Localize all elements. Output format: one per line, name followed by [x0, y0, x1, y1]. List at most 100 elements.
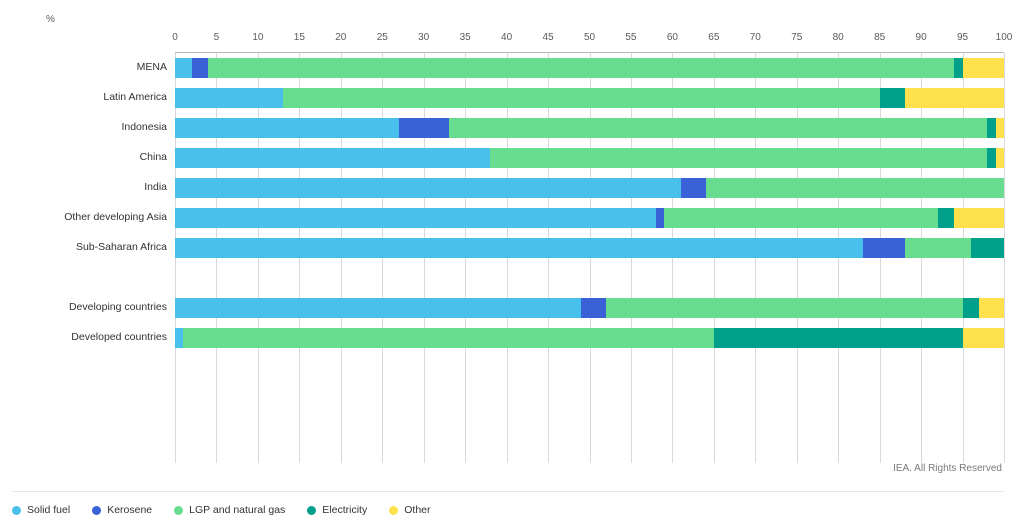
legend-swatch: [174, 506, 183, 515]
bar-segment-lpg_ng: [606, 298, 962, 318]
legend-label: Solid fuel: [27, 504, 70, 516]
category-label: Latin America: [20, 82, 175, 112]
bar-segment-kerosene: [863, 238, 904, 258]
category-labels-column: MENALatin AmericaIndonesiaChinaIndiaOthe…: [20, 32, 175, 462]
x-tick: 40: [501, 32, 512, 43]
bar-segment-lpg_ng: [490, 148, 987, 168]
x-tick: 65: [708, 32, 719, 43]
x-tick: 70: [750, 32, 761, 43]
bars-area: [175, 53, 1004, 463]
bar-segment-kerosene: [399, 118, 449, 138]
category-label: Indonesia: [20, 112, 175, 142]
bar-segment-lpg_ng: [208, 58, 954, 78]
stacked-bar: [175, 58, 1004, 78]
bar-segment-other: [996, 118, 1004, 138]
category-label: Developed countries: [20, 322, 175, 352]
bar-segment-solid_fuel: [175, 88, 283, 108]
legend-item-lpg_ng: LGP and natural gas: [174, 504, 285, 516]
bar-segment-electricity: [987, 118, 995, 138]
legend-divider: [12, 491, 1004, 492]
category-label: China: [20, 142, 175, 172]
bar-segment-lpg_ng: [183, 328, 714, 348]
bar-segment-other: [963, 328, 1004, 348]
bar-segment-kerosene: [656, 208, 664, 228]
bar-segment-electricity: [714, 328, 963, 348]
bar-segment-solid_fuel: [175, 118, 399, 138]
bar-segment-lpg_ng: [283, 88, 880, 108]
bar-segment-solid_fuel: [175, 178, 681, 198]
legend-item-other: Other: [389, 504, 430, 516]
bar-row: [175, 233, 1004, 263]
legend-swatch: [92, 506, 101, 515]
bar-row: [175, 323, 1004, 353]
bar-segment-solid_fuel: [175, 58, 192, 78]
bar-segment-solid_fuel: [175, 298, 581, 318]
bar-segment-electricity: [963, 298, 980, 318]
bar-row: [175, 113, 1004, 143]
legend-swatch: [307, 506, 316, 515]
legend-item-electricity: Electricity: [307, 504, 367, 516]
bar-row: [175, 173, 1004, 203]
x-tick: 95: [957, 32, 968, 43]
bar-segment-electricity: [954, 58, 962, 78]
bar-segment-kerosene: [581, 298, 606, 318]
stacked-bar: [175, 238, 1004, 258]
x-tick: 10: [252, 32, 263, 43]
legend-label: Electricity: [322, 504, 367, 516]
category-label: Developing countries: [20, 292, 175, 322]
category-label: MENA: [20, 52, 175, 82]
y-axis-unit-label: %: [46, 14, 1004, 32]
bar-row: [175, 203, 1004, 233]
bar-segment-solid_fuel: [175, 328, 183, 348]
x-tick: 75: [791, 32, 802, 43]
legend-label: Other: [404, 504, 430, 516]
bar-segment-lpg_ng: [905, 238, 971, 258]
x-tick: 50: [584, 32, 595, 43]
plot-area: MENALatin AmericaIndonesiaChinaIndiaOthe…: [20, 32, 1004, 462]
stacked-bar: [175, 328, 1004, 348]
bar-segment-lpg_ng: [449, 118, 988, 138]
x-tick: 80: [833, 32, 844, 43]
bar-segment-electricity: [880, 88, 905, 108]
x-tick: 35: [460, 32, 471, 43]
bar-segment-solid_fuel: [175, 238, 863, 258]
x-tick: 25: [377, 32, 388, 43]
legend-label: Kerosene: [107, 504, 152, 516]
x-tick: 30: [418, 32, 429, 43]
x-tick: 0: [172, 32, 178, 43]
attribution-text: IEA. All Rights Reserved: [893, 463, 1002, 474]
x-tick: 45: [542, 32, 553, 43]
bar-row: [175, 143, 1004, 173]
x-tick: 55: [625, 32, 636, 43]
legend: Solid fuel Kerosene LGP and natural gas Ele…: [12, 504, 431, 516]
bar-segment-other: [979, 298, 1004, 318]
bar-segment-solid_fuel: [175, 208, 656, 228]
stacked-bar: [175, 148, 1004, 168]
stacked-bar: [175, 178, 1004, 198]
bar-segment-kerosene: [681, 178, 706, 198]
legend-swatch: [389, 506, 398, 515]
gridline: [1004, 53, 1005, 463]
bar-segment-electricity: [938, 208, 955, 228]
stacked-bar: [175, 88, 1004, 108]
bar-segment-other: [996, 148, 1004, 168]
stacked-bar: [175, 118, 1004, 138]
x-tick: 5: [214, 32, 220, 43]
bar-segment-kerosene: [192, 58, 209, 78]
bar-segment-lpg_ng: [706, 178, 1004, 198]
x-tick: 90: [916, 32, 927, 43]
bar-segment-electricity: [971, 238, 1004, 258]
stacked-bar: [175, 298, 1004, 318]
legend-label: LGP and natural gas: [189, 504, 285, 516]
x-tick: 100: [996, 32, 1013, 43]
legend-item-kerosene: Kerosene: [92, 504, 152, 516]
chart-column: 0510152025303540455055606570758085909510…: [175, 32, 1004, 462]
legend-swatch: [12, 506, 21, 515]
x-tick: 60: [667, 32, 678, 43]
category-label: India: [20, 172, 175, 202]
bar-segment-other: [954, 208, 1004, 228]
x-tick: 20: [335, 32, 346, 43]
bar-segment-electricity: [987, 148, 995, 168]
x-tick: 15: [294, 32, 305, 43]
x-tick: 85: [874, 32, 885, 43]
